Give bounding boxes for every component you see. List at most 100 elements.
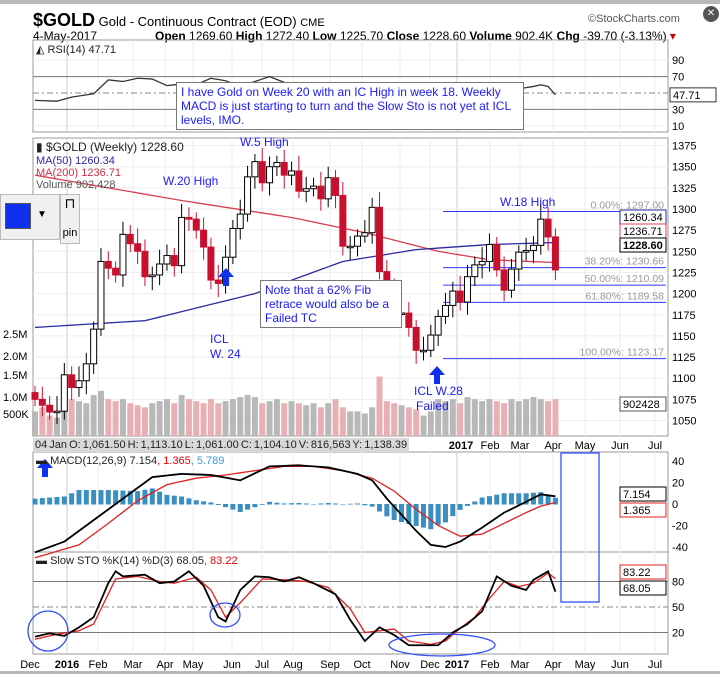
candle-body <box>214 279 222 284</box>
x-axis-label: Apr <box>544 659 561 671</box>
sto-k-tag: 68.05 <box>623 583 651 595</box>
close-tag: 1228.60 <box>623 240 663 252</box>
macd-histogram-bar <box>486 496 492 505</box>
candle-body <box>485 244 493 262</box>
volume-bar <box>266 401 273 436</box>
volume-bar <box>479 401 486 436</box>
x-axis-label: Jun <box>223 659 241 671</box>
candle-body <box>471 264 479 278</box>
x-axis-label: May <box>575 659 596 671</box>
ma50-line <box>34 241 556 329</box>
candle-body <box>507 268 515 291</box>
volume-bar <box>68 399 75 436</box>
macd-histogram-bar <box>267 501 273 505</box>
candle-body <box>368 206 376 234</box>
macd-histogram-bar <box>164 494 170 505</box>
macd-histogram-bar <box>501 493 507 505</box>
candle-body <box>288 170 296 176</box>
macd-histogram-bar <box>237 504 243 513</box>
macd-histogram-bar <box>113 490 119 505</box>
candle-body <box>537 218 545 246</box>
candle-body <box>463 276 471 303</box>
candle-body <box>266 166 274 184</box>
x-axis-label: Apr <box>156 659 173 671</box>
volume-bar <box>361 413 368 436</box>
candle-body <box>332 177 340 196</box>
volume-bar <box>281 403 288 436</box>
pin-button[interactable]: ⊓ pin <box>60 194 80 244</box>
macd-histogram-bar <box>311 504 317 505</box>
candle-body <box>478 260 486 266</box>
volume-bar <box>339 407 346 436</box>
sto-k-line <box>34 569 557 647</box>
candle-body <box>126 233 134 245</box>
candle-body <box>376 206 384 273</box>
candle-body <box>60 374 68 412</box>
sto-tick-label: 20 <box>672 628 684 640</box>
close-icon[interactable]: ✕ <box>703 6 719 22</box>
volume-bar <box>251 397 258 436</box>
candle-body <box>112 267 120 276</box>
candle-body <box>119 233 127 276</box>
macd-histogram-bar <box>457 504 463 510</box>
label-icl-w24-week: W. 24 <box>210 347 241 361</box>
macd-histogram-bar <box>508 493 514 505</box>
volume-bar <box>310 403 317 436</box>
macd-histogram-bar <box>347 503 353 505</box>
volume-bar <box>83 403 90 436</box>
volume-bar <box>354 411 361 436</box>
macd-tick-label: 40 <box>672 456 684 468</box>
volume-legend: Volume 902,428 <box>36 179 116 191</box>
macd-histogram-bar <box>171 495 177 505</box>
volume-bar <box>75 401 82 436</box>
rsi-title: RSI(14) 47.71 <box>47 44 116 56</box>
volume-bar <box>237 397 244 436</box>
annotation-note-2[interactable]: Note that a 62% Fib retrace would also b… <box>260 280 402 328</box>
symbol: $GOLD <box>33 10 96 30</box>
highlight-ellipse <box>388 633 496 657</box>
macd-histogram-bar <box>296 502 302 505</box>
panel-frame-3 <box>32 551 669 655</box>
color-swatch[interactable] <box>5 203 31 229</box>
macd-histogram-bar <box>303 503 309 505</box>
macd-tag: 7.154 <box>623 489 651 501</box>
macd-histogram-bar <box>399 504 404 523</box>
volume-bar <box>391 403 398 436</box>
candle-body <box>82 363 90 382</box>
macd-histogram-bar <box>252 504 258 508</box>
macd-histogram-bar <box>340 504 346 505</box>
volume-bar <box>457 403 464 436</box>
color-picker-widget[interactable]: ▼ <box>0 194 60 240</box>
candle-body <box>324 177 332 200</box>
candle-body <box>170 255 178 267</box>
macd-histogram-bar <box>274 502 280 505</box>
volume-tick-label: 500K <box>3 409 29 421</box>
candle-body <box>449 290 457 306</box>
macd-histogram-bar <box>391 504 397 521</box>
x-axis-label: Dec <box>420 659 440 671</box>
macd-histogram-bar <box>479 497 485 505</box>
macd-tag-box <box>619 486 667 502</box>
volume-bar <box>317 407 324 436</box>
macd-signal-line <box>34 465 556 559</box>
macd-histogram-bar <box>61 496 67 505</box>
annotation-note-1[interactable]: I have Gold on Week 20 with an IC High i… <box>176 82 524 130</box>
volume-tick-label: 2.0M <box>3 351 27 363</box>
macd-histogram-bar <box>208 502 214 505</box>
macd-histogram-bar <box>325 502 331 505</box>
volume-bar <box>530 397 537 436</box>
candle-body <box>310 185 318 190</box>
volume-bar <box>215 403 222 436</box>
volume-bar <box>39 407 46 436</box>
ma50-tag: 1260.34 <box>623 212 663 224</box>
volume-bar <box>273 399 280 436</box>
macd-histogram-bar <box>157 491 163 505</box>
candle-body <box>200 229 208 248</box>
macd-histogram-bar <box>289 503 295 505</box>
volume-bar <box>332 399 339 436</box>
volume-bar <box>97 390 104 436</box>
macd-histogram-bar <box>538 492 544 505</box>
dropdown-arrow-icon[interactable]: ▼ <box>37 209 47 220</box>
volume-bar <box>295 403 302 436</box>
candle-body <box>148 274 156 278</box>
